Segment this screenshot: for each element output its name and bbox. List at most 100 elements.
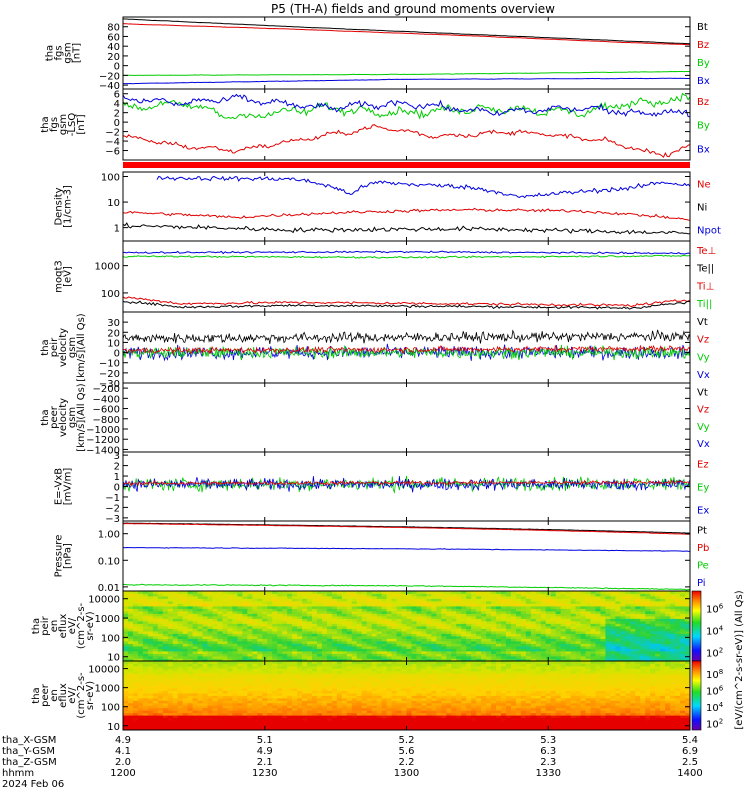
heatmap-cell (197, 591, 203, 594)
heatmap-cell (167, 661, 174, 664)
heatmap-cell (376, 725, 383, 728)
heatmap-cell (426, 656, 432, 659)
heatmap-cell (505, 616, 512, 619)
heatmap-cell (446, 623, 452, 627)
heatmap-cell (366, 697, 373, 701)
heatmap-cell (426, 616, 432, 619)
heatmap-cell (132, 631, 139, 634)
heatmap-cell (416, 643, 422, 647)
heatmap-cell (336, 675, 343, 679)
heatmap-cell (530, 628, 537, 632)
heatmap-cell (262, 712, 268, 716)
heatmap-cell (152, 631, 159, 634)
heatmap-cell (267, 707, 273, 711)
heatmap-cell (635, 613, 641, 617)
heatmap-cell (491, 621, 497, 624)
heatmap-cell (645, 591, 651, 594)
heatmap-cell (277, 646, 283, 649)
heatmap-cell (182, 678, 189, 682)
heatmap-cell (321, 601, 328, 604)
heatmap-cell (331, 661, 338, 664)
y-axis-label: tha (40, 339, 51, 355)
heatmap-cell (172, 648, 179, 652)
heatmap-cell (361, 606, 368, 609)
heatmap-cell (615, 641, 621, 644)
heatmap-cell (157, 616, 164, 619)
heatmap-cell (665, 611, 671, 614)
heatmap-cell (167, 678, 174, 682)
y-axis-label: gsm (67, 337, 78, 358)
heatmap-cell (555, 656, 562, 659)
heatmap-cell (257, 673, 263, 677)
heatmap-cell (351, 656, 358, 659)
heatmap-cell (227, 680, 233, 684)
heatmap-cell (675, 618, 681, 622)
heatmap-cell (242, 697, 248, 701)
heatmap-cell (620, 641, 626, 644)
heatmap-cell (436, 643, 442, 647)
heatmap-cell (366, 628, 373, 632)
heatmap-cell (212, 678, 218, 682)
heatmap-cell (680, 593, 686, 597)
heatmap-cell (192, 710, 198, 714)
heatmap-cell (660, 658, 666, 662)
heatmap-cell (331, 636, 338, 639)
heatmap-cell (326, 608, 333, 612)
heatmap-cell (685, 621, 691, 624)
heatmap-cell (292, 678, 298, 682)
heatmap-cell (436, 601, 442, 604)
heatmap-cell (123, 606, 129, 609)
heatmap-cell (580, 633, 586, 637)
heatmap-cell (451, 606, 457, 609)
heatmap-cell (600, 636, 606, 639)
heatmap-cell (147, 608, 154, 612)
heatmap-cell (137, 717, 144, 721)
heatmap-cell (177, 596, 184, 599)
heatmap-cell (501, 598, 507, 602)
heatmap-cell (585, 658, 591, 662)
heatmap-cell (292, 653, 298, 657)
heatmap-cell (366, 601, 373, 604)
heatmap-cell (316, 665, 323, 669)
heatmap-cell (202, 712, 208, 716)
heatmap-cell (252, 727, 258, 731)
heatmap-cell (600, 598, 606, 602)
heatmap-cell (312, 675, 318, 679)
heatmap-cell (341, 593, 348, 597)
heatmap-cell (471, 646, 477, 649)
heatmap-cell (600, 611, 606, 614)
heatmap-cell (187, 613, 194, 617)
heatmap-cell (655, 631, 661, 634)
heatmap-cell (212, 722, 218, 726)
heatmap-cell (680, 591, 686, 594)
heatmap-cell (456, 598, 462, 602)
heatmap-cell (600, 638, 606, 642)
heatmap-cell (247, 673, 253, 677)
heatmap-cell (625, 593, 631, 597)
heatmap-cell (675, 608, 681, 612)
heatmap-cell (510, 616, 517, 619)
heatmap-cell (262, 702, 268, 706)
heatmap-cell (316, 613, 323, 617)
heatmap-cell (605, 641, 611, 644)
heatmap-cell (575, 631, 581, 634)
heatmap-cell (411, 603, 417, 607)
heatmap-cell (142, 651, 149, 654)
heatmap-cell (277, 628, 283, 632)
heatmap-cell (625, 598, 631, 602)
heatmap-cell (192, 697, 198, 701)
heatmap-cell (466, 646, 472, 649)
heatmap-cell (510, 633, 517, 637)
heatmap-cell (267, 702, 273, 706)
heatmap-cell (550, 641, 557, 644)
heatmap-cell (481, 611, 487, 614)
heatmap-cell (207, 643, 213, 647)
heatmap-cell (351, 653, 358, 657)
heatmap-cell (247, 725, 253, 728)
heatmap-cell (381, 641, 387, 644)
heatmap-cell (207, 717, 213, 721)
heatmap-cell (222, 648, 228, 652)
heatmap-cell (550, 631, 557, 634)
heatmap-cell (590, 646, 596, 649)
